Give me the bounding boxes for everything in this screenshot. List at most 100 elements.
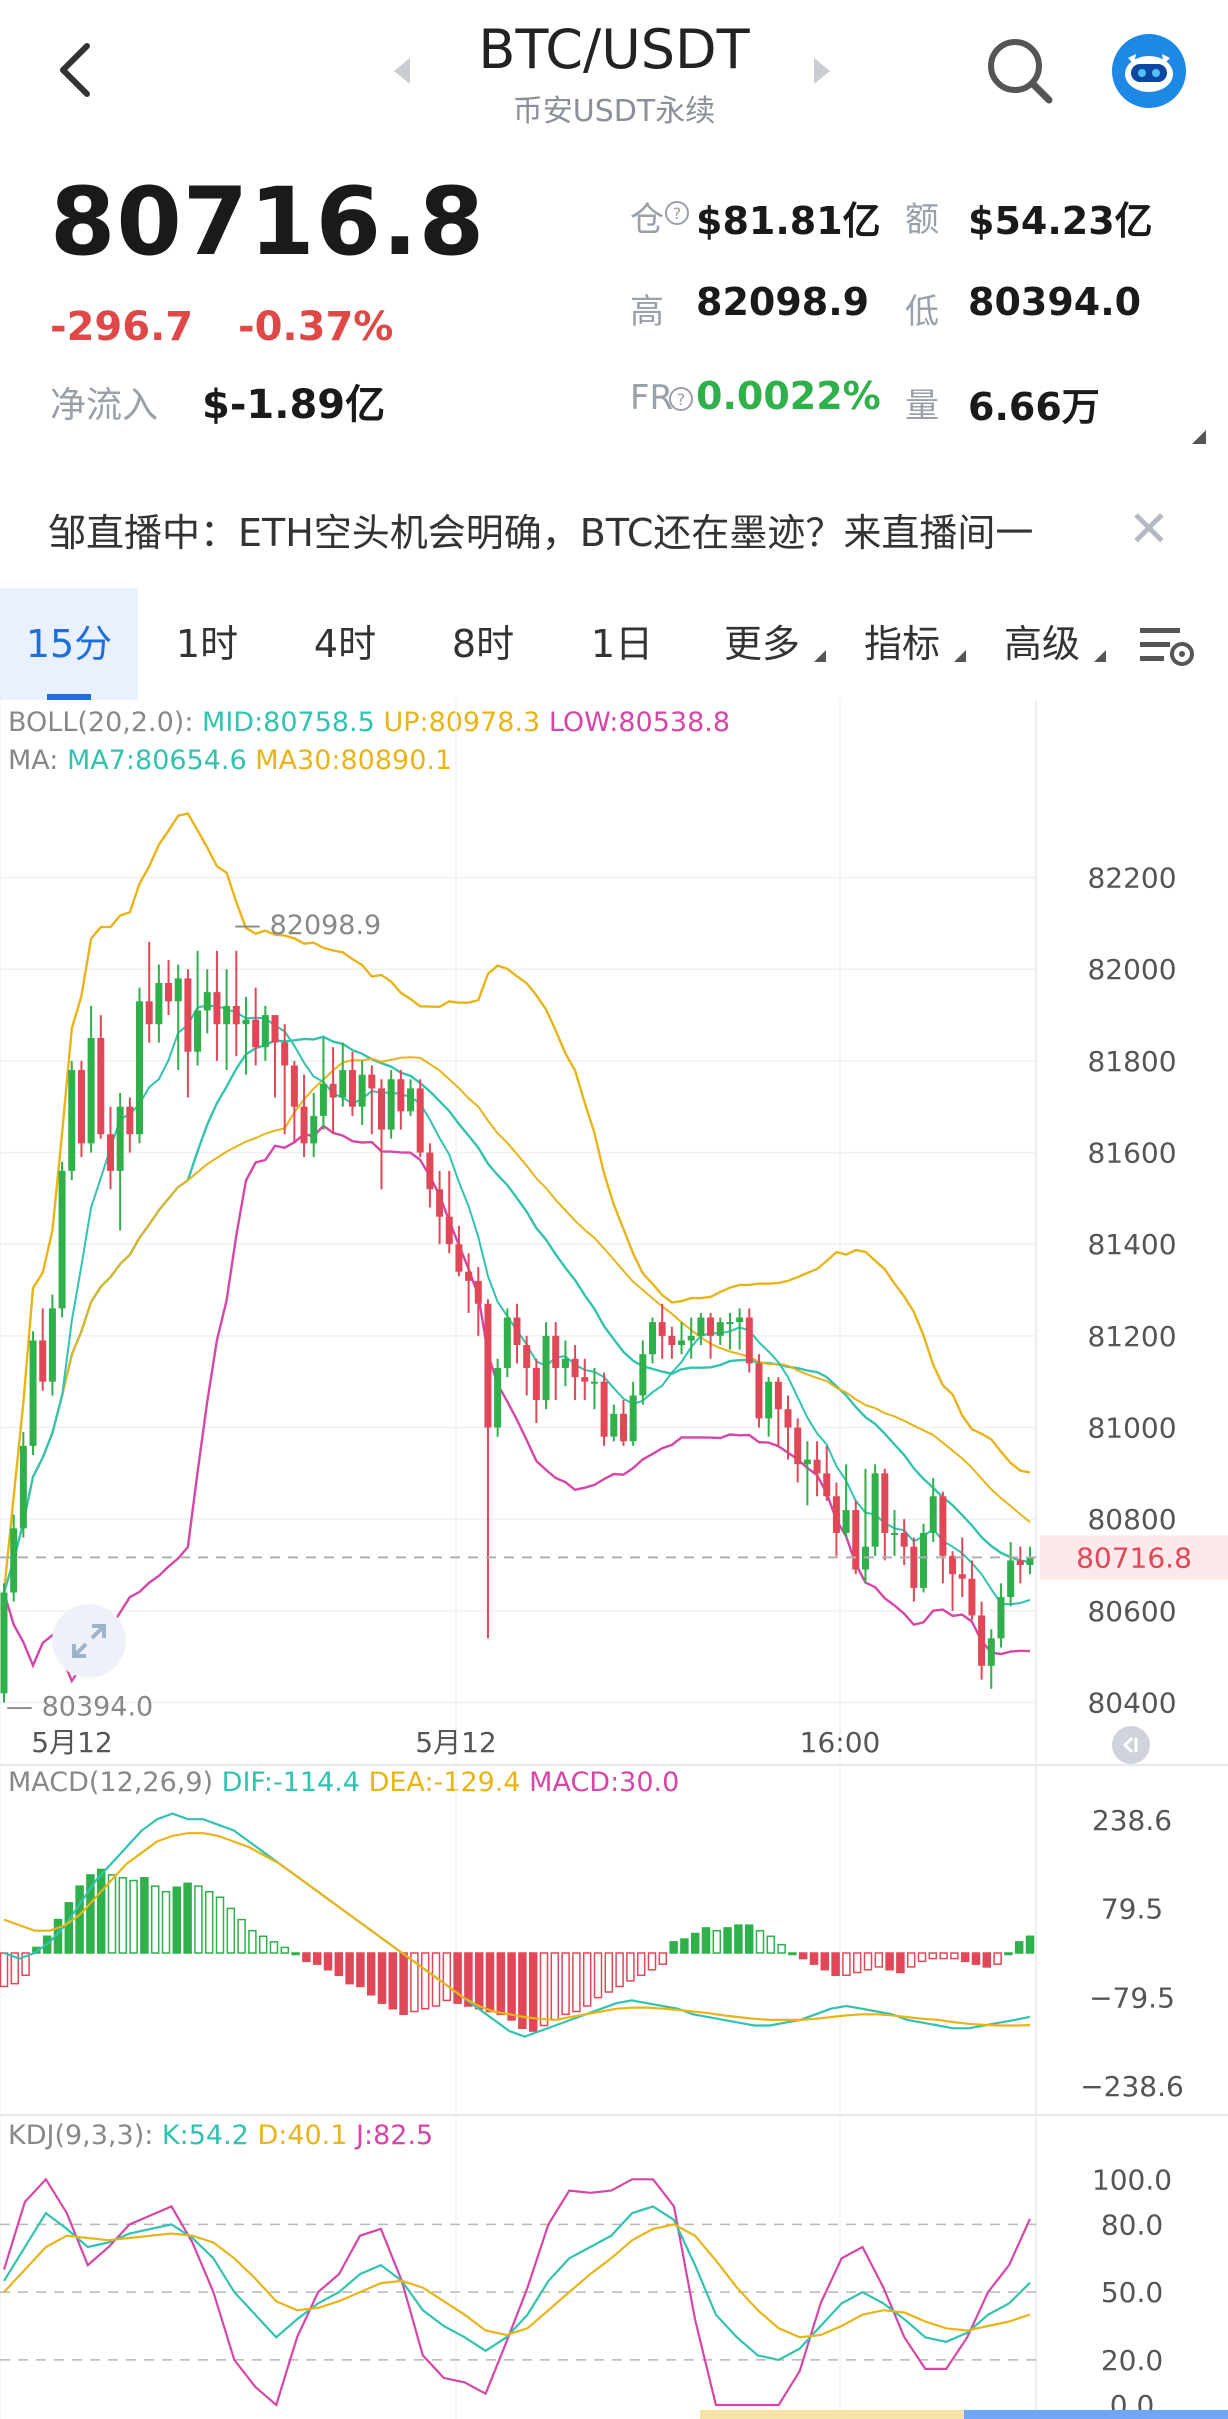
macd-bar bbox=[647, 1952, 657, 1971]
candle-body bbox=[958, 1574, 966, 1579]
y-tick-label: 238.6 bbox=[1092, 1804, 1172, 1837]
y-tick-label: 81200 bbox=[1087, 1320, 1176, 1353]
y-tick-label: 79.5 bbox=[1101, 1893, 1163, 1926]
candle-body bbox=[687, 1335, 695, 1341]
macd-bar bbox=[896, 1952, 905, 1974]
boll-low: LOW:80538.8 bbox=[548, 707, 731, 738]
tab-label: 指标 bbox=[863, 622, 940, 666]
candle-body bbox=[774, 1381, 782, 1410]
exchange-subtitle: 币安USDT永续 bbox=[512, 94, 716, 129]
macd-bar bbox=[798, 1952, 808, 1960]
macd-bar bbox=[150, 1885, 160, 1954]
candle-body bbox=[503, 1317, 511, 1368]
kdj-k: K:54.2 bbox=[161, 2120, 249, 2151]
previous-pair-icon[interactable] bbox=[392, 56, 412, 86]
candle-body bbox=[426, 1152, 434, 1190]
bottom-bar-left bbox=[700, 2410, 964, 2419]
macd-bar bbox=[723, 1927, 732, 1954]
ma-label: MA: bbox=[8, 745, 59, 776]
dropdown-icon bbox=[814, 650, 826, 662]
candle-body bbox=[610, 1413, 618, 1437]
macd-bar bbox=[636, 1952, 646, 1977]
macd-bar bbox=[140, 1876, 149, 1954]
macd-bar bbox=[75, 1885, 84, 1954]
y-tick-label: 82200 bbox=[1087, 862, 1176, 895]
robot-avatar-icon[interactable] bbox=[1112, 34, 1186, 108]
macd-bar bbox=[356, 1952, 365, 1988]
live-announcement[interactable]: 邹直播中：ETH空头机会明确，BTC还在墨迹？来直播间一 bbox=[48, 511, 1034, 555]
tab-1d[interactable]: 1日 bbox=[552, 588, 692, 700]
info-icon[interactable]: ? bbox=[664, 200, 690, 226]
back-icon[interactable] bbox=[55, 40, 95, 100]
macd-bar bbox=[550, 1952, 560, 2021]
tab-8h[interactable]: 8时 bbox=[414, 588, 552, 700]
candle-body bbox=[881, 1473, 889, 1533]
fullscreen-button[interactable] bbox=[52, 1604, 126, 1678]
candle-body bbox=[794, 1427, 802, 1465]
tab-label: 高级 bbox=[1003, 622, 1080, 666]
volume-label: 量 bbox=[905, 386, 939, 426]
macd-bar bbox=[280, 1946, 290, 1954]
tab-1h[interactable]: 1时 bbox=[138, 588, 276, 700]
candle-body bbox=[900, 1532, 908, 1547]
boll-label: BOLL(20,2.0): bbox=[8, 707, 194, 738]
candle-body bbox=[590, 1381, 598, 1384]
expand-icon bbox=[72, 1624, 106, 1658]
candle-body bbox=[949, 1555, 957, 1575]
macd-bar bbox=[107, 1874, 117, 1954]
tab-15m[interactable]: 15分 bbox=[0, 588, 138, 700]
next-pair-icon[interactable] bbox=[812, 56, 832, 86]
info-icon[interactable]: ? bbox=[668, 386, 694, 412]
candle-body bbox=[310, 1115, 318, 1144]
tab-advanced[interactable]: 高级 bbox=[972, 588, 1112, 700]
candle-body bbox=[581, 1377, 589, 1382]
candle-body bbox=[987, 1638, 995, 1666]
candle-body bbox=[87, 1037, 95, 1144]
macd-bar bbox=[237, 1918, 246, 1954]
macd-bar bbox=[831, 1952, 840, 1977]
candle-body bbox=[145, 1001, 153, 1025]
candle-body bbox=[97, 1037, 105, 1135]
candle-body bbox=[629, 1395, 637, 1442]
scroll-to-latest-button[interactable] bbox=[1112, 1726, 1150, 1764]
close-icon[interactable]: ✕ bbox=[1128, 500, 1170, 558]
tab-4h[interactable]: 4时 bbox=[276, 588, 414, 700]
macd-bar bbox=[701, 1927, 711, 1954]
y-tick-label: −238.6 bbox=[1080, 2070, 1184, 2103]
turnover-label: 额 bbox=[905, 200, 939, 240]
ma30-line bbox=[3, 1056, 1031, 1593]
candle-body bbox=[252, 1019, 260, 1048]
candle-body bbox=[523, 1345, 531, 1368]
candle-body bbox=[1016, 1560, 1024, 1566]
expand-corner-icon[interactable] bbox=[1192, 430, 1206, 444]
search-icon[interactable] bbox=[985, 36, 1055, 106]
kline-chart[interactable]: — 82098.9 — 80394.0 80716.8 82200 82000 8180… bbox=[0, 700, 1228, 2419]
ma7-value: MA7:80654.6 bbox=[66, 745, 247, 776]
high-annotation: — 82098.9 bbox=[234, 910, 381, 941]
macd-bar bbox=[269, 1941, 279, 1954]
pair-title[interactable]: BTC/USDT bbox=[478, 18, 750, 81]
chart-settings-icon[interactable] bbox=[1138, 624, 1198, 668]
interval-tab-bar: 15分 1时 4时 8时 1日 更多 指标 高级 bbox=[0, 588, 1228, 700]
candle-body bbox=[165, 982, 173, 1002]
macd-bar bbox=[604, 1952, 614, 1993]
tab-more[interactable]: 更多 bbox=[692, 588, 832, 700]
macd-bar bbox=[928, 1952, 938, 1960]
candle-body bbox=[68, 1070, 76, 1171]
candle-body bbox=[407, 1088, 415, 1112]
macd-bar bbox=[129, 1879, 138, 1954]
macd-bar bbox=[874, 1952, 884, 1968]
boll-upper-line bbox=[2, 812, 1031, 1593]
candle-body bbox=[106, 1134, 114, 1171]
candle-body bbox=[1026, 1557, 1034, 1566]
macd-bar bbox=[766, 1935, 776, 1954]
macd-bar bbox=[917, 1952, 927, 1963]
candle-body bbox=[300, 1106, 308, 1144]
macd-bar bbox=[939, 1952, 948, 1960]
macd-bar bbox=[442, 1952, 452, 2002]
macd-bar bbox=[950, 1952, 959, 1960]
macd-bar bbox=[194, 1885, 203, 1954]
candle-body bbox=[842, 1510, 850, 1533]
bottom-bar-right bbox=[964, 2410, 1228, 2419]
tab-indicators[interactable]: 指标 bbox=[832, 588, 972, 700]
